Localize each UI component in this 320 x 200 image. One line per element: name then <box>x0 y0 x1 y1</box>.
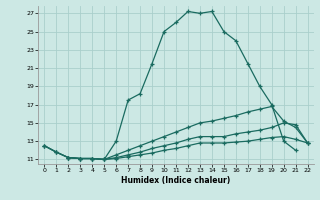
X-axis label: Humidex (Indice chaleur): Humidex (Indice chaleur) <box>121 176 231 185</box>
